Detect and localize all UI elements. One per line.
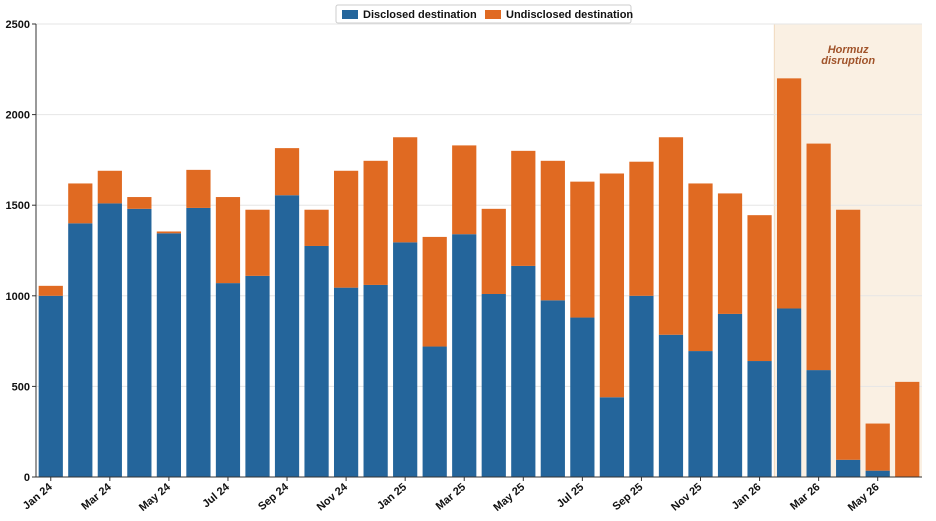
bar-undisclosed — [452, 145, 477, 235]
x-tick-label: Jul 24 — [200, 481, 232, 511]
bar-disclosed — [717, 313, 743, 477]
x-tick-label: Jan 26 — [730, 481, 764, 512]
bar-disclosed — [511, 265, 536, 477]
bar-undisclosed — [747, 215, 772, 362]
x-tick-label: May 24 — [137, 481, 173, 514]
legend-label-undisclosed: Undisclosed destination — [506, 9, 633, 21]
x-tick-label: Jul 25 — [555, 481, 587, 510]
bar-layer — [38, 78, 920, 477]
x-tick-label: Mar 24 — [79, 481, 114, 513]
bar-undisclosed — [865, 423, 890, 471]
legend-box — [335, 4, 632, 24]
bar-disclosed — [68, 223, 93, 477]
bar-undisclosed — [245, 209, 270, 276]
x-tick-label: Mar 26 — [788, 481, 822, 513]
bar-disclosed — [599, 397, 625, 477]
legend-swatch-undisclosed — [485, 10, 501, 19]
bar-disclosed — [393, 242, 418, 477]
bar-undisclosed — [304, 209, 329, 246]
bar-disclosed — [540, 300, 565, 477]
legend-label-disclosed: Disclosed destination — [363, 9, 477, 21]
bar-disclosed — [747, 361, 772, 477]
bar-undisclosed — [215, 197, 241, 284]
bar-undisclosed — [599, 173, 625, 398]
bar-undisclosed — [658, 137, 684, 335]
bar-undisclosed — [363, 160, 388, 285]
bar-disclosed — [97, 203, 122, 477]
x-tick-label: Mar 25 — [434, 481, 468, 513]
bar-undisclosed — [393, 137, 418, 243]
y-tick-label: 1500 — [6, 200, 30, 212]
bar-disclosed — [688, 351, 713, 477]
bar-undisclosed — [895, 381, 920, 477]
x-tick-label: Sep 25 — [610, 481, 645, 513]
annotation-layer: Hormuz disruption — [821, 44, 875, 67]
bar-undisclosed — [629, 161, 654, 296]
bar-disclosed — [363, 284, 388, 477]
y-tick-label: 2000 — [6, 110, 30, 122]
bar-disclosed — [836, 459, 861, 477]
bar-disclosed — [38, 295, 63, 477]
bar-undisclosed — [68, 183, 93, 224]
bar-undisclosed — [333, 170, 359, 288]
bar-disclosed — [186, 207, 211, 477]
y-tick-label: 0 — [24, 472, 30, 484]
bar-disclosed — [245, 275, 270, 477]
annotation-text-line2: disruption — [821, 55, 875, 67]
bar-disclosed — [806, 370, 831, 477]
bar-undisclosed — [38, 285, 63, 296]
y-tick-label: 500 — [12, 381, 30, 393]
x-tick-label: May 25 — [491, 481, 527, 514]
bar-undisclosed — [511, 150, 536, 266]
bar-disclosed — [570, 317, 595, 477]
x-tick-label: Sep 24 — [256, 481, 292, 514]
bar-disclosed — [776, 308, 802, 477]
bar-disclosed — [452, 234, 477, 477]
y-tick-label: 2500 — [6, 19, 30, 31]
bar-disclosed — [422, 346, 447, 477]
bar-disclosed — [304, 245, 329, 477]
bar-undisclosed — [570, 181, 595, 318]
bar-disclosed — [274, 195, 300, 477]
bar-undisclosed — [186, 169, 211, 208]
bar-undisclosed — [156, 231, 182, 234]
bar-disclosed — [127, 208, 152, 477]
bar-disclosed — [156, 233, 182, 477]
bar-undisclosed — [806, 143, 831, 371]
bar-disclosed — [215, 283, 241, 477]
bar-disclosed — [481, 293, 506, 477]
x-tick-label: May 26 — [846, 481, 882, 514]
bar-disclosed — [333, 287, 359, 477]
bar-undisclosed — [540, 160, 565, 301]
legend: Disclosed destination Undisclosed destin… — [335, 4, 633, 24]
x-tick-label: Nov 25 — [669, 481, 704, 513]
bar-undisclosed — [836, 209, 861, 460]
bar-undisclosed — [688, 183, 713, 352]
y-tick-label: 1000 — [6, 291, 30, 303]
bar-undisclosed — [776, 78, 802, 309]
bar-undisclosed — [481, 208, 506, 294]
grid-layer — [36, 23, 922, 387]
bar-undisclosed — [717, 193, 743, 314]
bar-undisclosed — [127, 197, 152, 209]
x-tick-label: Jan 24 — [21, 481, 56, 513]
bar-disclosed — [658, 334, 684, 477]
bar-undisclosed — [274, 148, 300, 196]
x-tick-label: Jan 25 — [375, 481, 409, 512]
bar-disclosed — [629, 295, 654, 477]
annotation-text-line1: Hormuz — [828, 44, 869, 56]
bar-disclosed — [865, 470, 890, 477]
bar-undisclosed — [97, 170, 122, 204]
x-tick-label: Nov 24 — [315, 481, 351, 514]
bar-undisclosed — [422, 236, 447, 347]
legend-swatch-disclosed — [342, 10, 358, 19]
